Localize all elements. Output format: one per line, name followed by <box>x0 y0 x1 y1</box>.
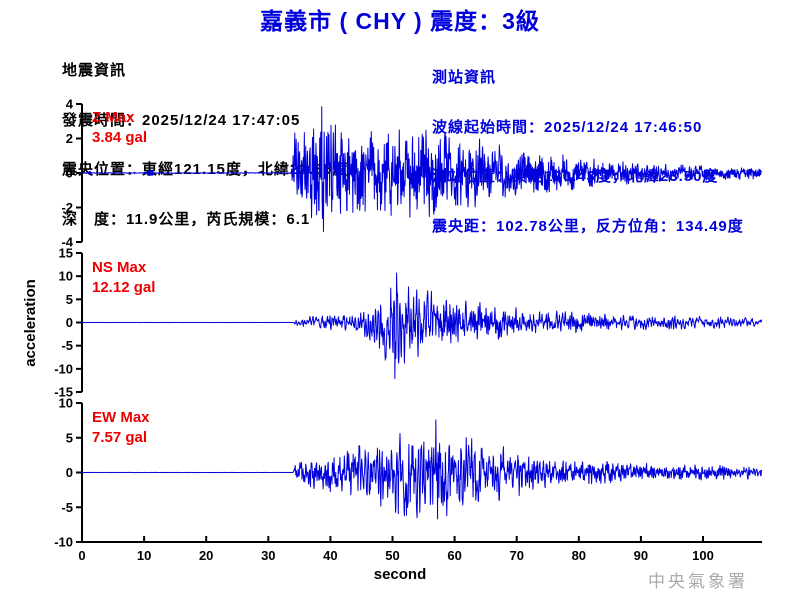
ns-max-label: NS Max 12.12 gal <box>92 258 155 298</box>
x-tick-label: 50 <box>385 548 399 563</box>
y-tick-label-ns: 5 <box>66 292 73 307</box>
waveform-ns <box>81 272 763 380</box>
y-tick-label-z: 4 <box>66 97 74 112</box>
x-tick-label: 80 <box>572 548 586 563</box>
y-tick-label-z: -2 <box>61 200 73 215</box>
y-tick-label-ns: 0 <box>66 315 73 330</box>
z-max-value: 3.84 gal <box>92 129 148 146</box>
wave-start-time: 波線起始時間：2025/12/24 17:46:50 <box>432 118 703 136</box>
agency-watermark: 中央氣象署 <box>648 572 748 591</box>
y-tick-label-ew: -5 <box>61 500 73 515</box>
y-tick-label-z: -4 <box>61 235 73 250</box>
z-max-label: Z Max 3.84 gal <box>92 108 147 148</box>
x-tick-label: 20 <box>199 548 213 563</box>
eq-info-header: 地震資訊 <box>62 62 127 79</box>
y-tick-label-ew: -10 <box>54 535 73 550</box>
station-info-header: 測站資訊 <box>432 69 497 86</box>
waveform-z <box>81 106 763 232</box>
x-tick-label: 100 <box>692 548 714 563</box>
x-tick-label: 70 <box>509 548 523 563</box>
x-tick-label: 10 <box>137 548 151 563</box>
waveform-layer <box>81 106 763 520</box>
y-tick-label-z: 2 <box>66 131 73 146</box>
y-tick-label-ns: -5 <box>61 338 73 353</box>
y-tick-label-ew: 5 <box>66 430 73 445</box>
x-tick-label: 30 <box>261 548 275 563</box>
ns-max-title: NS Max <box>92 259 147 276</box>
y-tick-label-ns: 10 <box>59 269 73 284</box>
eq-origin-time: 發震時間：2025/12/24 17:47:05 <box>62 111 301 129</box>
x-tick-label: 0 <box>78 548 85 563</box>
waveform-ew <box>81 419 763 520</box>
y-tick-label-z: 0 <box>66 166 73 181</box>
y-tick-label-ew: 0 <box>66 465 73 480</box>
x-axis-label: second <box>373 566 427 583</box>
x-tick-label: 60 <box>447 548 461 563</box>
y-tick-label-ns: -15 <box>54 385 73 400</box>
page-title: 嘉義市 ( CHY ) 震度：3級 <box>260 8 540 34</box>
x-tick-label: 40 <box>323 548 337 563</box>
z-max-title: Z Max <box>92 109 135 126</box>
ew-max-title: EW Max <box>92 409 150 426</box>
y-tick-label-ns: -10 <box>54 361 73 376</box>
epicentral-distance-azimuth: 震央距：102.78公里，反方位角：134.49度 <box>432 217 744 235</box>
earthquake-info-block: 地震資訊 發震時間：2025/12/24 17:47:05 震央位置：東經121… <box>62 30 348 261</box>
ew-max-value: 7.57 gal <box>92 429 148 446</box>
y-tick-label-ns: 15 <box>59 246 73 261</box>
y-tick-label-ew: 10 <box>59 396 73 411</box>
ew-max-label: EW Max 7.57 gal <box>92 408 150 448</box>
x-tick-label: 90 <box>634 548 648 563</box>
ns-max-value: 12.12 gal <box>92 279 156 296</box>
eq-depth-magnitude: 深 度：11.9公里，芮氏規模：6.1 <box>62 210 311 228</box>
